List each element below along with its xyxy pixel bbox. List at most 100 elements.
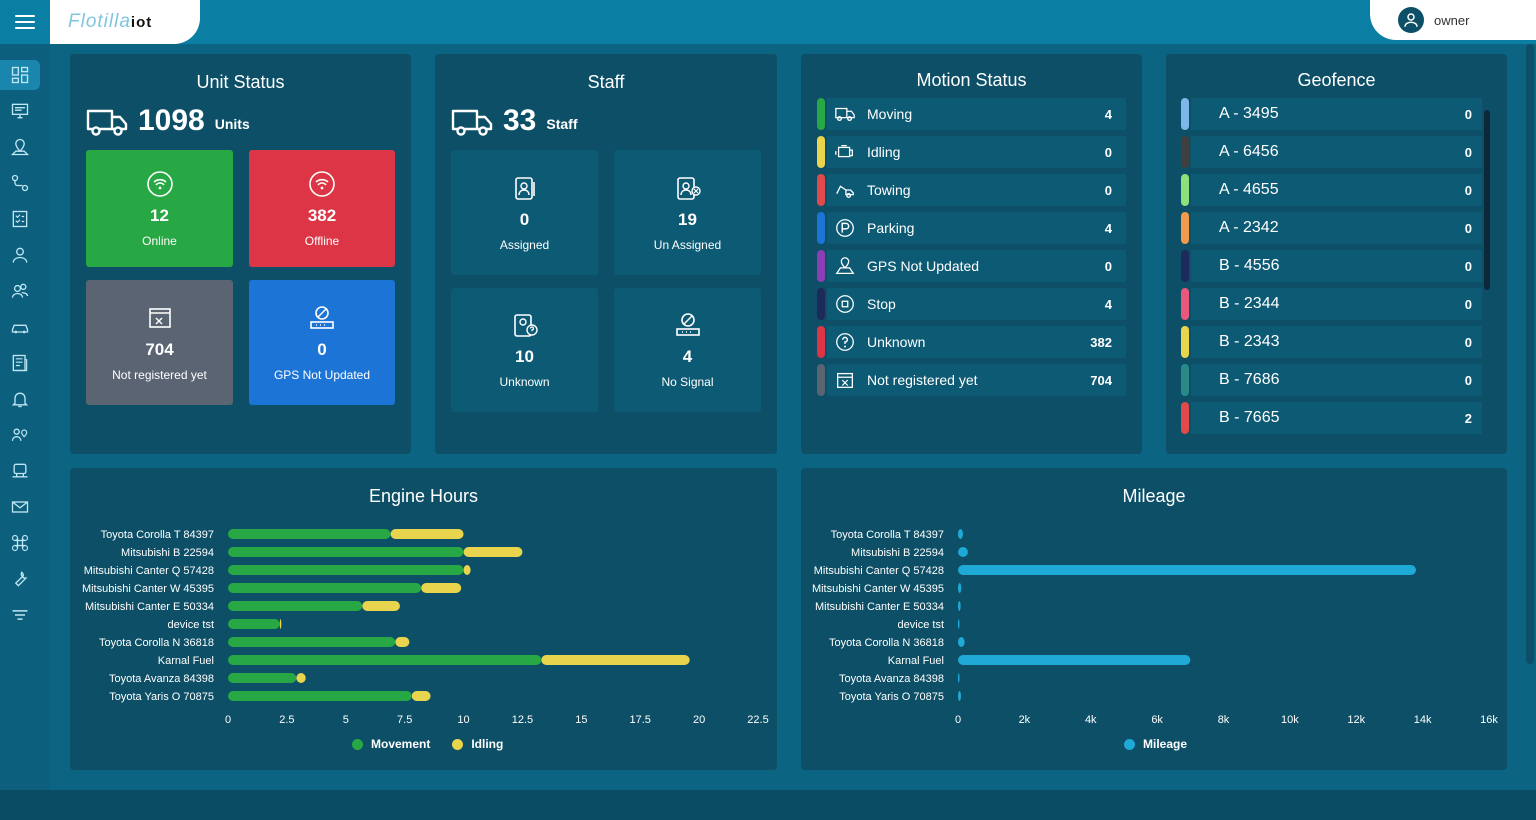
- engine-hours-bar-idling[interactable]: [463, 547, 523, 557]
- mileage-bar-mileage[interactable]: [958, 619, 960, 629]
- geofence-row[interactable]: B - 2343 0: [1181, 326, 1482, 358]
- footer-bar: [0, 790, 1536, 820]
- motion-row-moving[interactable]: Moving 4: [817, 98, 1126, 130]
- engine-hours-bar-movement[interactable]: [228, 691, 412, 701]
- engine-hours-bar-movement[interactable]: [228, 637, 396, 647]
- motion-row-towing[interactable]: Towing 0: [817, 174, 1126, 206]
- mileage-x-tick-label: 16k: [1480, 714, 1498, 726]
- engine-hours-bar-movement[interactable]: [228, 673, 297, 683]
- motion-row-idling[interactable]: Idling 0: [817, 136, 1126, 168]
- engine-hours-category-label: Mitsubishi B 22594: [121, 547, 214, 559]
- motion-row-parking[interactable]: Parking 4: [817, 212, 1126, 244]
- sidebar-item-user[interactable]: [0, 240, 40, 270]
- engine-hours-bar-movement[interactable]: [228, 619, 280, 629]
- geofence-row-label: A - 2342: [1219, 219, 1279, 236]
- checklist-icon: [12, 210, 28, 228]
- motion-row-unknown[interactable]: Unknown 382: [817, 326, 1126, 358]
- engine-hours-bar-movement[interactable]: [228, 547, 464, 557]
- engine-hours-bar-idling[interactable]: [411, 691, 431, 701]
- sidebar-item-users[interactable]: [0, 276, 40, 306]
- assigned-staff-icon: [514, 176, 535, 200]
- motion-row-not-registered-yet[interactable]: Not registered yet 704: [817, 364, 1126, 396]
- page-scrollbar[interactable]: [1526, 44, 1534, 664]
- mileage-bar-mileage[interactable]: [958, 655, 1191, 665]
- motion-row-gps-not-updated[interactable]: GPS Not Updated 0: [817, 250, 1126, 282]
- sidebar-item-vehicles[interactable]: [0, 312, 40, 342]
- legend-mileage[interactable]: Mileage: [1124, 737, 1187, 751]
- assigned-tile[interactable]: 0 Assigned: [451, 150, 598, 275]
- geofence-row[interactable]: B - 2344 0: [1181, 288, 1482, 320]
- sidebar-item-devices[interactable]: [0, 456, 40, 486]
- geofence-row-value: 2: [1464, 410, 1472, 426]
- geofence-scrollbar[interactable]: [1484, 110, 1490, 290]
- geofence-row[interactable]: A - 6456 0: [1181, 136, 1482, 168]
- motion-row-value: 704: [1090, 372, 1112, 388]
- no-signal-tile[interactable]: 4 No Signal: [614, 288, 761, 412]
- online-tile[interactable]: 12 Online: [86, 150, 233, 267]
- app-logo[interactable]: Flotillaiot: [50, 0, 200, 44]
- not-registered-tile[interactable]: 704 Not registered yet: [86, 280, 233, 405]
- geofence-row[interactable]: A - 3495 0: [1181, 98, 1482, 130]
- device-icon: [12, 463, 28, 478]
- gps-not-updated-tile[interactable]: 0 GPS Not Updated: [249, 280, 395, 405]
- engine-hours-bar-movement[interactable]: [228, 655, 542, 665]
- sidebar-item-commands[interactable]: [0, 528, 40, 558]
- mileage-category-label: Toyota Yaris O 70875: [839, 691, 944, 703]
- mileage-bar-mileage[interactable]: [958, 601, 961, 611]
- unassigned-tile[interactable]: 19 Un Assigned: [614, 150, 761, 275]
- van-icon: [451, 109, 493, 136]
- sidebar-item-checklist[interactable]: [0, 204, 40, 234]
- geofence-row[interactable]: B - 4556 0: [1181, 250, 1482, 282]
- mileage-bar-mileage[interactable]: [958, 673, 960, 683]
- mileage-bar-mileage[interactable]: [958, 583, 962, 593]
- engine-hours-bar-idling[interactable]: [541, 655, 690, 665]
- engine-hours-bar-idling[interactable]: [362, 601, 400, 611]
- geofence-row[interactable]: A - 4655 0: [1181, 174, 1482, 206]
- user-menu[interactable]: owner: [1370, 0, 1536, 40]
- engine-hours-bar-idling[interactable]: [390, 529, 464, 539]
- geofence-color-indicator: [1181, 98, 1189, 130]
- engine-hours-bar-idling[interactable]: [395, 637, 410, 647]
- legend-mileage-dot: [1124, 738, 1135, 750]
- offline-tile[interactable]: 382 Offline: [249, 150, 395, 267]
- engine-hours-bar-movement[interactable]: [228, 565, 464, 575]
- mileage-bar-mileage[interactable]: [958, 547, 968, 557]
- engine-hours-bar-idling[interactable]: [296, 673, 306, 683]
- geofence-row[interactable]: A - 2342 0: [1181, 212, 1482, 244]
- geofence-row[interactable]: B - 7686 0: [1181, 364, 1482, 396]
- sidebar-item-dashboard[interactable]: [0, 60, 40, 90]
- sidebar-item-reports[interactable]: [0, 348, 40, 378]
- unknown-staff-tile[interactable]: 10 Unknown: [451, 288, 598, 412]
- sidebar-item-filter[interactable]: [0, 600, 40, 630]
- motion-status-color-indicator: [817, 98, 825, 130]
- sidebar-item-messages[interactable]: [0, 492, 40, 522]
- motion-row-stop[interactable]: Stop 4: [817, 288, 1126, 320]
- sidebar-item-map[interactable]: [0, 132, 40, 162]
- mileage-bar-mileage[interactable]: [958, 637, 965, 647]
- engine-hours-bar-idling[interactable]: [279, 619, 282, 629]
- mileage-bar-mileage[interactable]: [958, 529, 963, 539]
- engine-hours-bar-movement[interactable]: [228, 529, 391, 539]
- motion-row-label: GPS Not Updated: [867, 258, 980, 274]
- geofence-row[interactable]: B - 7665 2: [1181, 402, 1482, 434]
- engine-hours-bar-movement[interactable]: [228, 583, 422, 593]
- engine-hours-bar-idling[interactable]: [421, 583, 462, 593]
- mileage-bar-mileage[interactable]: [958, 691, 961, 701]
- legend-idling[interactable]: Idling: [452, 737, 503, 751]
- menu-toggle-button[interactable]: [0, 0, 50, 44]
- legend-movement[interactable]: Movement: [352, 737, 430, 751]
- sidebar-item-monitor[interactable]: [0, 96, 40, 126]
- mileage-bar-mileage[interactable]: [958, 565, 1416, 575]
- legend-mileage-label: Mileage: [1143, 737, 1188, 751]
- geofence-row-value: 0: [1464, 182, 1472, 198]
- geofence-row-label: A - 6456: [1219, 143, 1279, 160]
- sidebar-item-alerts[interactable]: [0, 384, 40, 414]
- sidebar-item-location-users[interactable]: [0, 420, 40, 450]
- wifi-offline-icon: [309, 170, 335, 197]
- mileage-chart: Toyota Corolla T 84397 Mitsubishi B 22594…: [812, 529, 1498, 726]
- engine-hours-bar-movement[interactable]: [228, 601, 363, 611]
- sidebar-item-maintenance[interactable]: [0, 564, 40, 594]
- sidebar-item-route[interactable]: [0, 168, 40, 198]
- engine-hours-bar-idling[interactable]: [463, 565, 471, 575]
- engine-hours-title: Engine Hours: [368, 486, 479, 506]
